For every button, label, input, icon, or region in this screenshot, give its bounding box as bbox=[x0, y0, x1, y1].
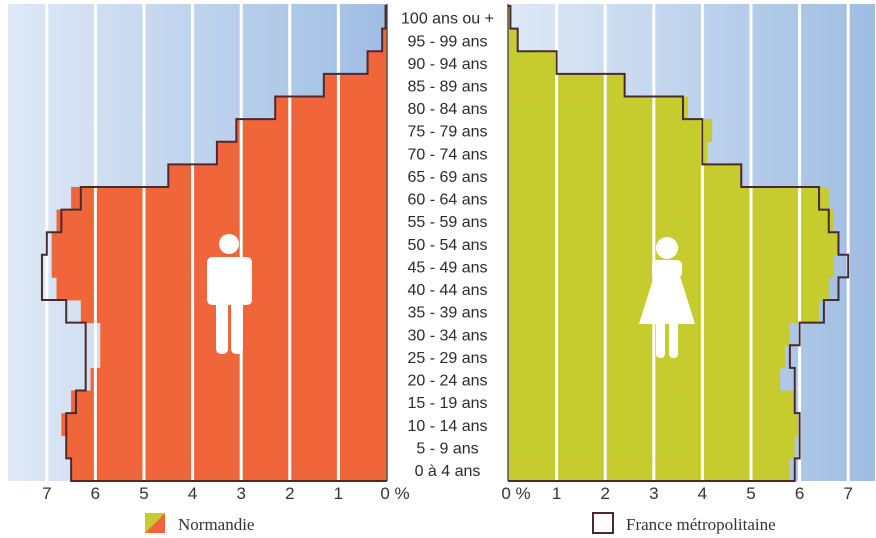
age-label: 45 - 49 ans bbox=[407, 259, 487, 276]
bar-normandie-left bbox=[216, 141, 387, 165]
male-icon bbox=[207, 234, 252, 354]
bar-normandie-right bbox=[508, 119, 713, 143]
bar-normandie-left bbox=[100, 322, 387, 346]
tick-label-right: 3 bbox=[649, 484, 658, 503]
bar-normandie-left bbox=[367, 51, 387, 75]
age-label: 10 - 14 ans bbox=[407, 418, 487, 435]
tick-label-right: 2 bbox=[600, 484, 609, 503]
france-outline-group bbox=[40, 5, 850, 482]
bar-normandie-left bbox=[71, 390, 387, 414]
bar-normandie-left bbox=[323, 73, 387, 97]
bar-normandie-right bbox=[508, 164, 742, 188]
age-label: 75 - 79 ans bbox=[407, 124, 487, 141]
outline-france-left bbox=[40, 5, 387, 482]
bar-normandie-right bbox=[508, 6, 511, 30]
outline-france-right bbox=[508, 5, 850, 482]
age-label: 80 - 84 ans bbox=[407, 101, 487, 118]
age-label: 0 à 4 ans bbox=[415, 463, 481, 480]
legend-swatch-normandie bbox=[145, 513, 165, 533]
axis-tick-labels: 7 6 5 4 3 2 1 0 % 0 % 1 2 3 4 5 6 7 bbox=[42, 484, 853, 503]
age-label: 60 - 64 ans bbox=[407, 192, 487, 209]
age-label: 85 - 89 ans bbox=[407, 79, 487, 96]
tick-label-left: 0 % bbox=[380, 484, 409, 503]
bar-normandie-right bbox=[508, 51, 557, 75]
age-label: 70 - 74 ans bbox=[407, 146, 487, 163]
tick-label-left: 4 bbox=[188, 484, 197, 503]
legend-label-normandie: Normandie bbox=[178, 515, 254, 534]
age-label: 50 - 54 ans bbox=[407, 237, 487, 254]
age-label: 65 - 69 ans bbox=[407, 169, 487, 186]
bar-normandie-left bbox=[56, 209, 388, 233]
age-label: 55 - 59 ans bbox=[407, 214, 487, 231]
tick-label-left: 7 bbox=[42, 484, 51, 503]
bar-normandie-left bbox=[71, 458, 387, 482]
bar-normandie-left bbox=[275, 96, 387, 120]
bar-normandie-right bbox=[508, 390, 795, 414]
tick-label-left: 5 bbox=[139, 484, 148, 503]
bars-normandie-right bbox=[508, 6, 839, 482]
bar-normandie-left bbox=[168, 164, 387, 188]
age-label: 40 - 44 ans bbox=[407, 282, 487, 299]
tick-label-left: 6 bbox=[91, 484, 100, 503]
bar-normandie-right bbox=[508, 435, 795, 459]
age-label: 100 ans ou + bbox=[401, 11, 494, 28]
tick-label-right: 0 % bbox=[501, 484, 530, 503]
bar-normandie-right bbox=[508, 141, 708, 165]
age-label: 30 - 34 ans bbox=[407, 327, 487, 344]
bar-normandie-left bbox=[236, 119, 387, 143]
tick-label-left: 2 bbox=[285, 484, 294, 503]
bar-normandie-left bbox=[100, 345, 387, 369]
bar-normandie-right bbox=[508, 73, 625, 97]
bar-normandie-right bbox=[508, 367, 781, 391]
tick-label-left: 3 bbox=[236, 484, 245, 503]
tick-label-right: 1 bbox=[552, 484, 561, 503]
bar-normandie-right bbox=[508, 458, 790, 482]
tick-label-right: 5 bbox=[746, 484, 755, 503]
age-label: 5 - 9 ans bbox=[416, 440, 478, 457]
bar-normandie-left bbox=[90, 367, 387, 391]
bar-normandie-left bbox=[66, 435, 388, 459]
age-label: 20 - 24 ans bbox=[407, 373, 487, 390]
legend-label-france: France métropolitaine bbox=[626, 515, 776, 534]
legend: Normandie France métropolitaine bbox=[145, 512, 776, 534]
tick-label-left: 1 bbox=[334, 484, 343, 503]
bar-normandie-right bbox=[508, 322, 790, 346]
tick-label-right: 7 bbox=[843, 484, 852, 503]
female-icon bbox=[639, 237, 695, 358]
age-label: 35 - 39 ans bbox=[407, 305, 487, 322]
bar-normandie-left bbox=[382, 28, 387, 52]
legend-swatch-france bbox=[592, 512, 614, 534]
tick-label-right: 4 bbox=[698, 484, 707, 503]
age-labels: 0 à 4 ans 5 - 9 ans 10 - 14 ans 15 - 19 ans… bbox=[401, 11, 494, 480]
bar-normandie-right bbox=[508, 28, 518, 52]
bar-normandie-right bbox=[508, 345, 786, 369]
age-label: 15 - 19 ans bbox=[407, 395, 487, 412]
bar-normandie-right bbox=[508, 186, 829, 210]
bar-normandie-left bbox=[71, 186, 387, 210]
age-label: 25 - 29 ans bbox=[407, 350, 487, 367]
bar-normandie-right bbox=[508, 96, 688, 120]
age-label: 90 - 94 ans bbox=[407, 56, 487, 73]
tick-label-right: 6 bbox=[795, 484, 804, 503]
age-label: 95 - 99 ans bbox=[407, 33, 487, 50]
